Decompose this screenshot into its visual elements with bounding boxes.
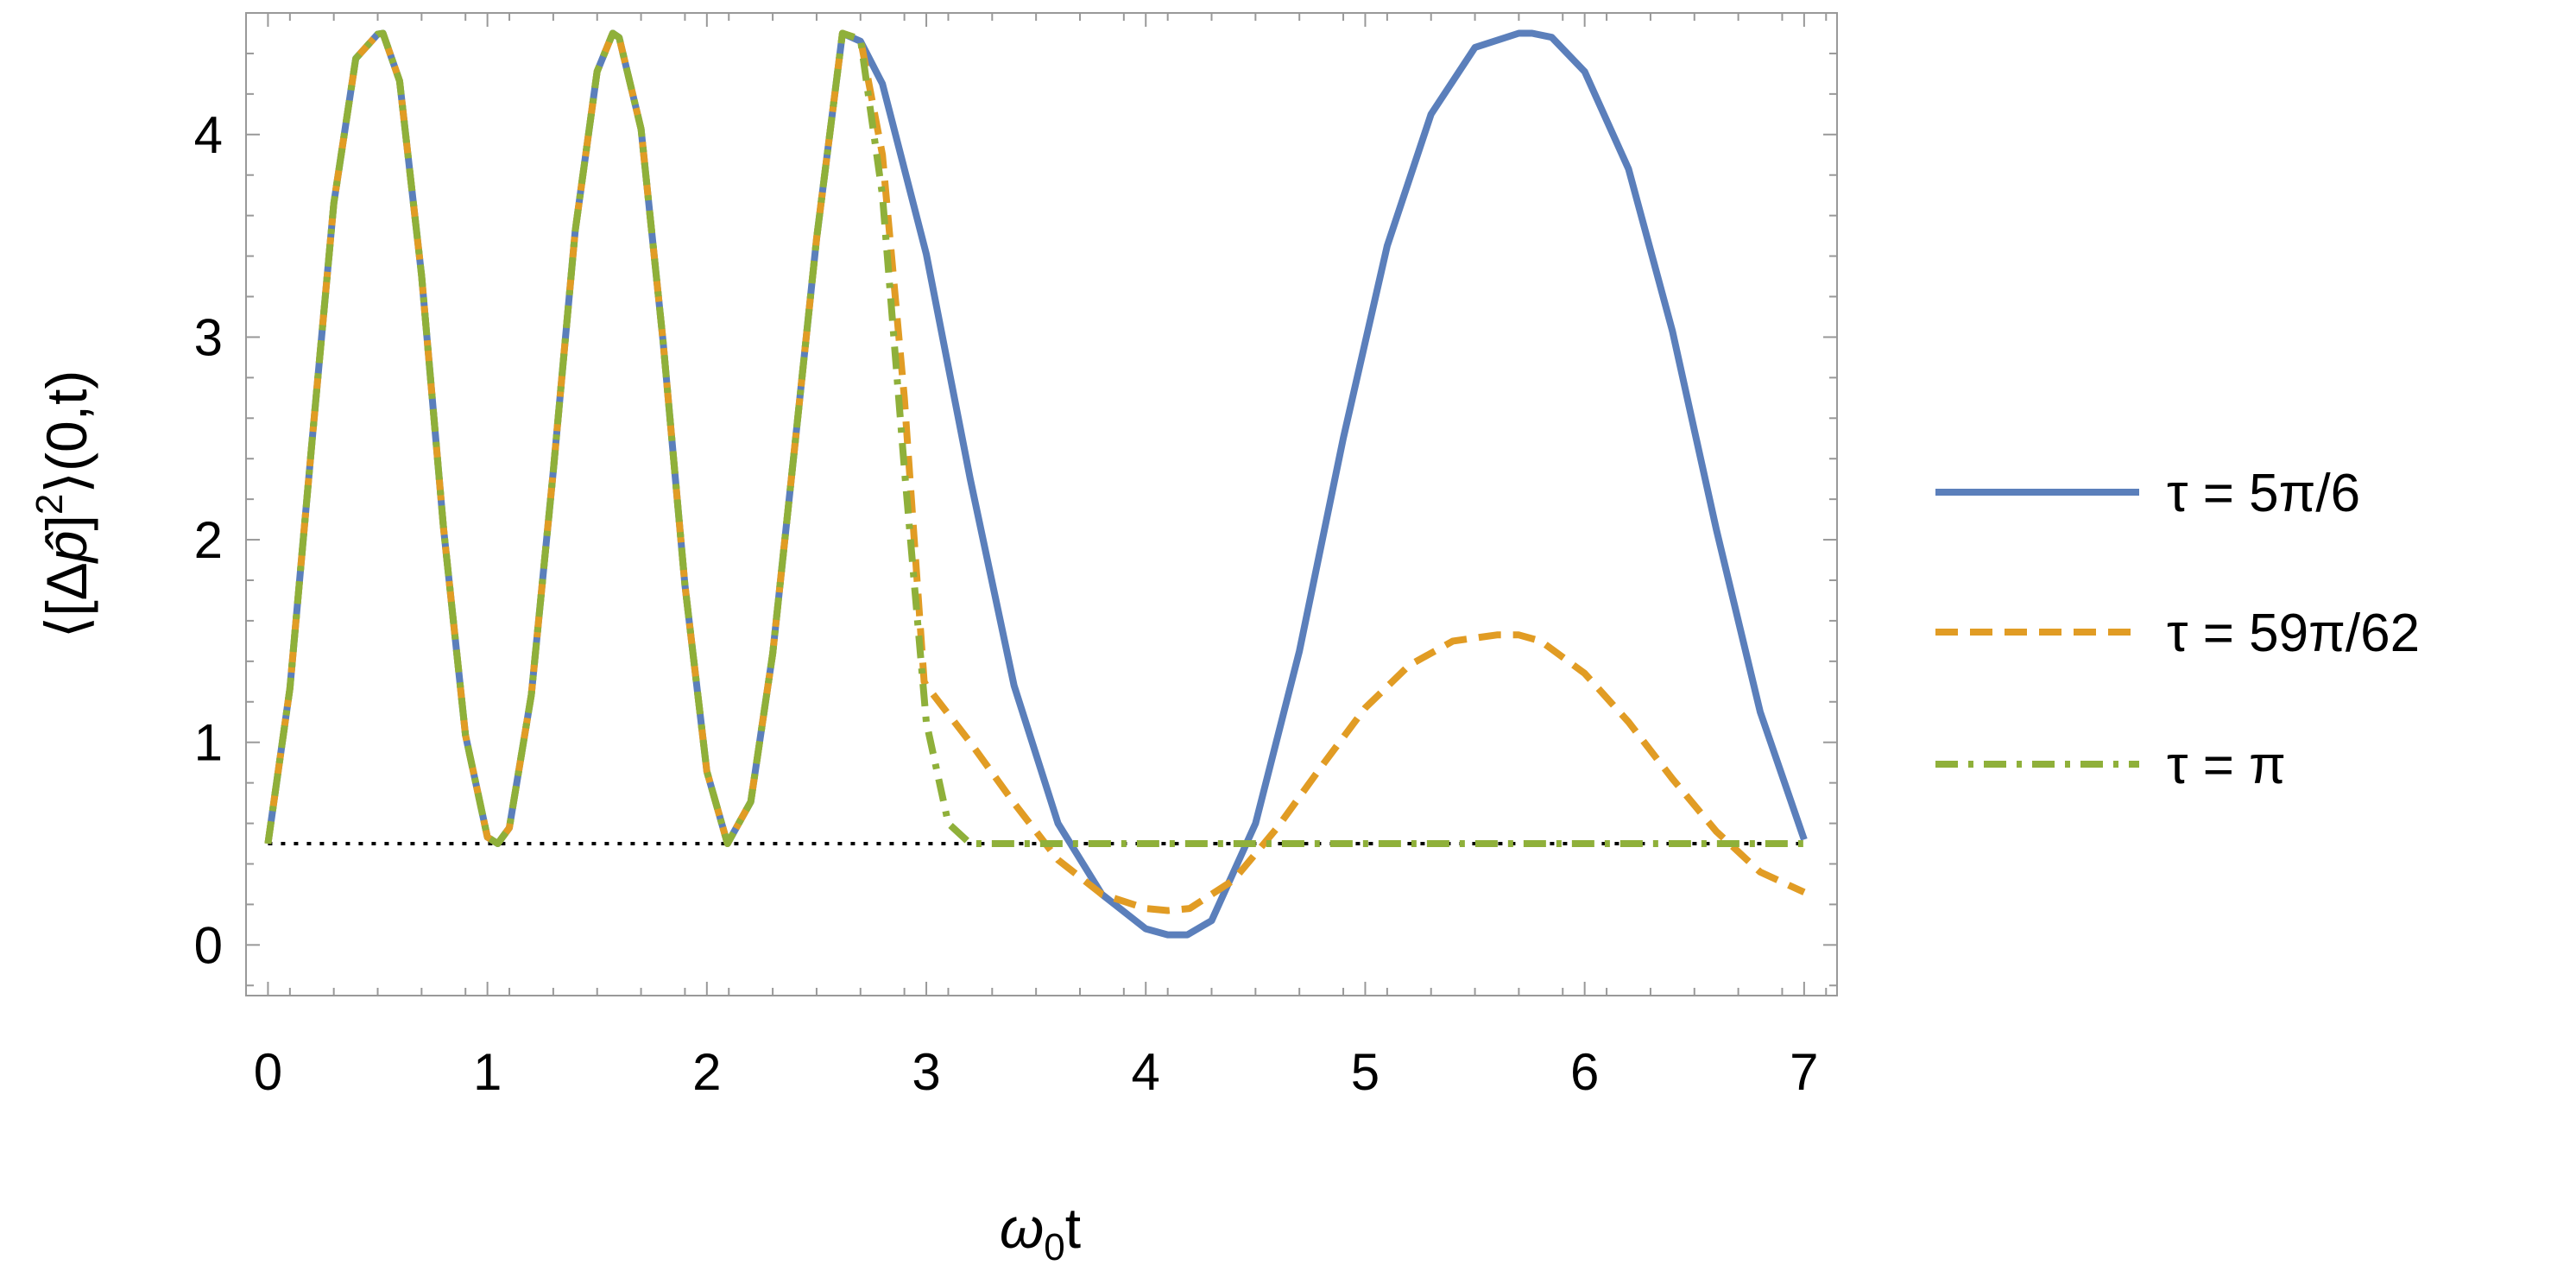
x-tick-label: 2 bbox=[692, 1043, 721, 1101]
y-axis-label: ⟨[Δp̂]2⟩(0,t) bbox=[28, 370, 98, 639]
y-axis-label-post: ⟩(0,t) bbox=[35, 370, 98, 494]
y-axis-label-hat: p̂ bbox=[35, 531, 98, 565]
y-tick-label: 3 bbox=[194, 308, 223, 366]
legend-label-2: τ = 59π/62 bbox=[2167, 604, 2420, 663]
series-line-3 bbox=[264, 29, 1804, 847]
y-tick-labels: 0 1 2 3 4 bbox=[194, 106, 223, 975]
x-tick-label: 1 bbox=[473, 1043, 502, 1101]
y-tick-label: 2 bbox=[194, 511, 223, 569]
x-tick-label: 7 bbox=[1790, 1043, 1818, 1101]
y-axis-label-close: ] bbox=[35, 515, 98, 530]
x-tick-label: 5 bbox=[1351, 1043, 1380, 1101]
legend-label-3: τ = π bbox=[2167, 736, 2286, 795]
x-axis-label-sub: 0 bbox=[1044, 1226, 1064, 1265]
x-axis-label: ω0t bbox=[1000, 1196, 1081, 1265]
y-axis-label-sup: 2 bbox=[28, 494, 71, 515]
x-axis-label-main: ω bbox=[1000, 1196, 1044, 1260]
x-tick-label: 6 bbox=[1570, 1043, 1599, 1101]
series-line-2 bbox=[264, 29, 1806, 914]
x-tick-label: 3 bbox=[912, 1043, 940, 1101]
y-tick-label: 1 bbox=[194, 714, 223, 772]
x-tick-label: 0 bbox=[254, 1043, 282, 1101]
y-tick-label: 0 bbox=[194, 916, 223, 974]
legend-label-1: τ = 5π/6 bbox=[2167, 464, 2360, 523]
plot-frame bbox=[245, 12, 1838, 996]
x-axis-label-rest: t bbox=[1065, 1196, 1081, 1260]
x-tick-label: 4 bbox=[1132, 1043, 1160, 1101]
axis-ticks bbox=[245, 13, 1837, 996]
y-axis-label-pre: ⟨[Δ bbox=[35, 562, 98, 638]
series-layer bbox=[264, 29, 1808, 939]
x-tick-labels: 0 1 2 3 4 5 6 7 bbox=[254, 1043, 1819, 1101]
legend: τ = 5π/6 τ = 59π/62 τ = π bbox=[1935, 464, 2420, 795]
y-tick-label: 4 bbox=[194, 106, 223, 164]
series-line-1 bbox=[264, 29, 1808, 939]
